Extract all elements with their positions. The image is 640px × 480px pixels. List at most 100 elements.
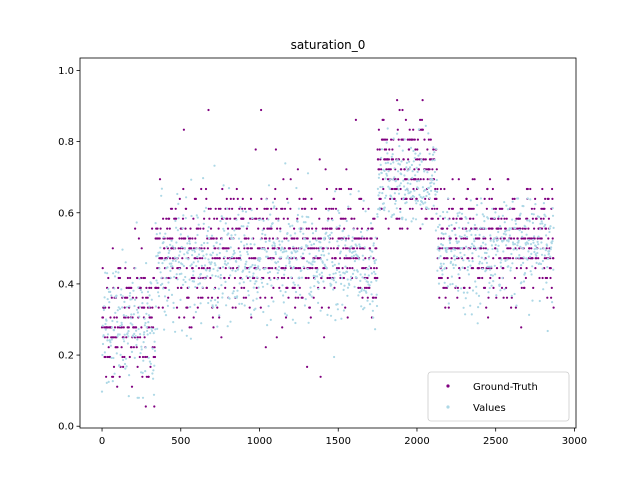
data-point	[361, 296, 364, 299]
data-point	[230, 234, 233, 237]
data-point	[404, 118, 407, 121]
data-point	[248, 257, 251, 260]
data-point	[432, 182, 436, 185]
data-point	[225, 304, 228, 307]
data-point	[300, 269, 303, 272]
data-point	[125, 306, 128, 309]
data-point	[515, 248, 518, 251]
data-point	[280, 276, 283, 280]
data-point	[501, 207, 504, 210]
data-point	[196, 233, 199, 237]
data-point	[171, 259, 174, 262]
data-point	[500, 258, 503, 261]
data-point	[313, 247, 316, 250]
data-point	[442, 217, 445, 220]
data-point	[119, 324, 122, 328]
data-point	[434, 189, 437, 193]
data-point	[415, 202, 418, 205]
data-point	[248, 276, 251, 279]
data-point	[514, 306, 518, 309]
data-point	[307, 247, 310, 250]
data-point	[226, 207, 229, 210]
data-point	[424, 158, 427, 161]
data-point	[265, 237, 268, 240]
data-point	[186, 306, 189, 309]
data-point	[118, 307, 122, 310]
data-point	[258, 259, 261, 263]
data-point	[526, 197, 529, 200]
data-point	[233, 276, 236, 280]
data-point	[481, 213, 484, 216]
data-point	[123, 362, 127, 366]
data-point	[278, 243, 281, 246]
data-point	[308, 252, 311, 255]
data-point	[243, 234, 246, 237]
data-point	[412, 217, 415, 220]
data-point	[484, 243, 487, 246]
data-point	[392, 213, 396, 216]
data-point	[214, 247, 217, 250]
data-point	[402, 197, 405, 200]
data-point	[423, 168, 426, 172]
data-point	[174, 219, 177, 222]
data-point	[357, 190, 360, 193]
data-point	[386, 178, 390, 181]
data-point	[285, 257, 288, 260]
data-point	[413, 195, 416, 198]
data-point	[136, 311, 139, 314]
data-point	[417, 168, 420, 171]
data-point	[133, 332, 136, 335]
data-point	[136, 365, 139, 368]
data-point	[458, 276, 461, 280]
data-point	[279, 227, 282, 230]
data-point	[414, 199, 417, 202]
data-point	[441, 227, 444, 230]
data-point	[459, 207, 462, 210]
data-point	[141, 396, 145, 399]
data-point	[496, 238, 499, 241]
data-point	[346, 294, 349, 297]
data-point	[220, 238, 224, 241]
data-point	[353, 217, 356, 220]
data-point	[418, 158, 421, 161]
data-point	[117, 306, 120, 309]
data-point	[128, 305, 131, 308]
data-point	[209, 276, 212, 280]
y-tick-label: 0.4	[58, 279, 74, 290]
data-point	[122, 365, 125, 368]
data-point	[512, 237, 516, 240]
data-point	[480, 247, 483, 250]
data-point	[408, 160, 411, 163]
data-point	[153, 340, 156, 343]
data-point	[541, 276, 544, 280]
data-point	[471, 267, 475, 270]
data-point	[421, 223, 424, 226]
data-point	[502, 232, 505, 235]
data-point	[538, 299, 541, 303]
data-point	[279, 249, 282, 252]
data-point	[499, 265, 503, 268]
data-point	[282, 267, 285, 270]
data-point	[376, 187, 379, 190]
data-point	[401, 216, 404, 219]
data-point	[323, 254, 326, 257]
data-point	[131, 296, 134, 299]
data-point	[152, 326, 155, 329]
data-point	[188, 278, 191, 281]
data-point	[115, 316, 118, 319]
data-point	[419, 118, 422, 121]
data-point	[456, 241, 459, 245]
data-point	[446, 211, 449, 214]
data-point	[146, 296, 149, 299]
data-point	[482, 235, 485, 238]
data-point	[227, 232, 230, 235]
data-point	[481, 276, 484, 280]
data-point	[331, 264, 334, 268]
data-point	[246, 250, 249, 253]
data-point	[376, 215, 379, 218]
legend-label-ground-truth: Ground-Truth	[473, 382, 538, 393]
data-point	[365, 291, 368, 294]
data-point	[469, 199, 472, 202]
data-point	[517, 239, 520, 242]
data-point	[332, 279, 335, 282]
